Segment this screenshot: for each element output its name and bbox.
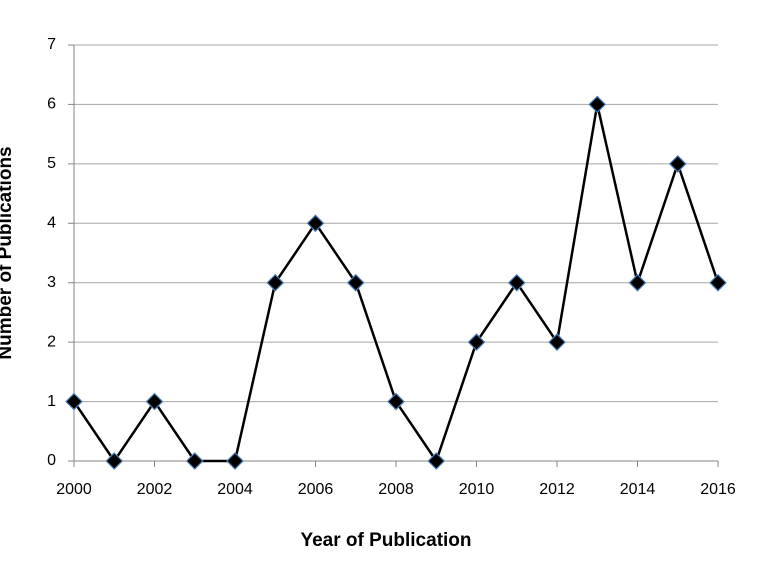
y-tick-label: 4 xyxy=(47,215,56,232)
marker xyxy=(306,214,325,233)
marker xyxy=(507,273,526,292)
marker xyxy=(548,333,566,351)
y-tick-label: 5 xyxy=(47,155,56,172)
marker xyxy=(65,392,83,411)
marker xyxy=(467,333,486,351)
marker xyxy=(588,95,607,114)
marker xyxy=(346,273,365,292)
marker xyxy=(226,452,244,470)
marker xyxy=(668,155,687,173)
marker xyxy=(427,452,446,470)
y-tick-label: 0 xyxy=(47,452,56,469)
marker xyxy=(145,392,164,411)
y-tick-label: 1 xyxy=(47,393,56,410)
x-tick-label: 2008 xyxy=(378,481,414,498)
marker xyxy=(185,452,204,470)
x-tick-label: 2010 xyxy=(459,481,495,498)
y-axis-label: Number of Publications xyxy=(0,146,16,359)
x-tick-label: 2006 xyxy=(298,481,334,498)
y-tick-label: 2 xyxy=(47,333,56,350)
y-tick-label: 6 xyxy=(47,96,56,113)
x-tick-label: 2004 xyxy=(217,481,253,498)
x-axis-label: Year of Publication xyxy=(300,530,471,551)
marker xyxy=(266,273,285,292)
y-tick-label: 7 xyxy=(47,36,56,53)
x-tick-label: 2014 xyxy=(620,481,656,498)
x-tick-label: 2000 xyxy=(56,481,92,498)
x-tick-label: 2012 xyxy=(539,481,575,498)
marker xyxy=(387,392,405,411)
marker xyxy=(709,273,727,292)
x-tick-label: 2002 xyxy=(137,481,173,498)
y-tick-label: 3 xyxy=(47,274,56,291)
marker xyxy=(628,273,647,292)
marker xyxy=(105,452,124,470)
x-tick-label: 2016 xyxy=(700,481,736,498)
